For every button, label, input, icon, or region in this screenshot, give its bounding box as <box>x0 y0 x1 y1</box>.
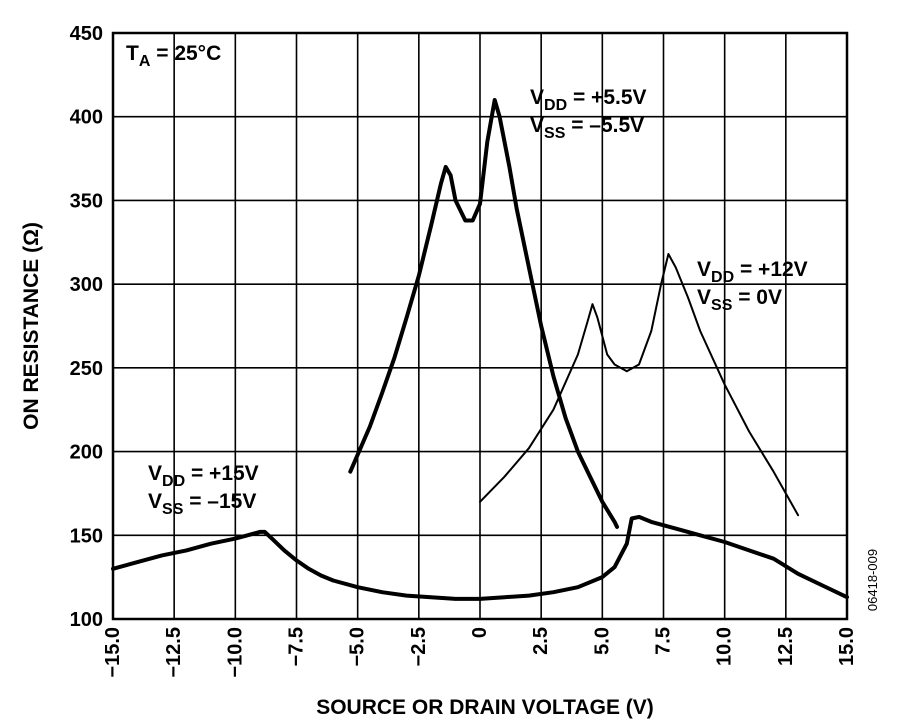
y-tick-label: 150 <box>70 525 103 547</box>
x-tick-label: −2.5 <box>408 627 430 666</box>
x-axis-title: SOURCE OR DRAIN VOLTAGE (V) <box>316 696 654 719</box>
series-line-1 <box>111 514 849 601</box>
x-tick-label: 7.5 <box>653 627 675 655</box>
series-3-label-line-1: VDD = +12V <box>697 258 808 286</box>
y-tick-label: 450 <box>70 23 103 45</box>
x-tick-label: −10.0 <box>224 627 246 678</box>
figure-code: 06418-009 <box>865 549 880 611</box>
y-tick-label: 250 <box>70 358 103 380</box>
plot-frame <box>111 31 849 621</box>
x-tick-label: −12.5 <box>163 627 185 678</box>
x-tick-label: 10.0 <box>714 627 736 666</box>
series-1-label-line-1: VDD = +15V <box>148 462 259 490</box>
series-line-3 <box>479 253 800 517</box>
series-layer <box>111 98 849 601</box>
y-tick-label: 300 <box>70 274 103 296</box>
grid <box>113 33 847 619</box>
tick-labels: 100 150 200 250 300 350 400 450 −15.0 −12.5 −10.0 −… <box>70 23 858 678</box>
series-line-2 <box>348 98 619 529</box>
series-1-label-line-2: VSS = –15V <box>148 490 256 518</box>
x-tick-label: 0 <box>469 627 491 638</box>
y-tick-label: 350 <box>70 190 103 212</box>
x-tick-label: 5.0 <box>591 627 613 655</box>
x-tick-label: 2.5 <box>530 627 552 655</box>
y-tick-label: 400 <box>70 107 103 129</box>
x-tick-label: −15.0 <box>102 627 124 678</box>
series-2-label-line-2: VSS = –5.5V <box>530 114 644 142</box>
temperature-label: TA = 25°C <box>126 42 221 70</box>
x-tick-label: 15.0 <box>836 627 858 666</box>
y-tick-label: 200 <box>70 442 103 464</box>
y-tick-label: 100 <box>70 609 103 631</box>
x-tick-label: −5.0 <box>347 627 369 666</box>
x-tick-label: −7.5 <box>286 627 308 666</box>
series-2-label-line-1: VDD = +5.5V <box>530 86 647 114</box>
y-axis-title: ON RESISTANCE (Ω) <box>20 222 43 430</box>
x-tick-label: 12.5 <box>775 627 797 666</box>
series-3-label-line-2: VSS = 0V <box>697 286 782 314</box>
